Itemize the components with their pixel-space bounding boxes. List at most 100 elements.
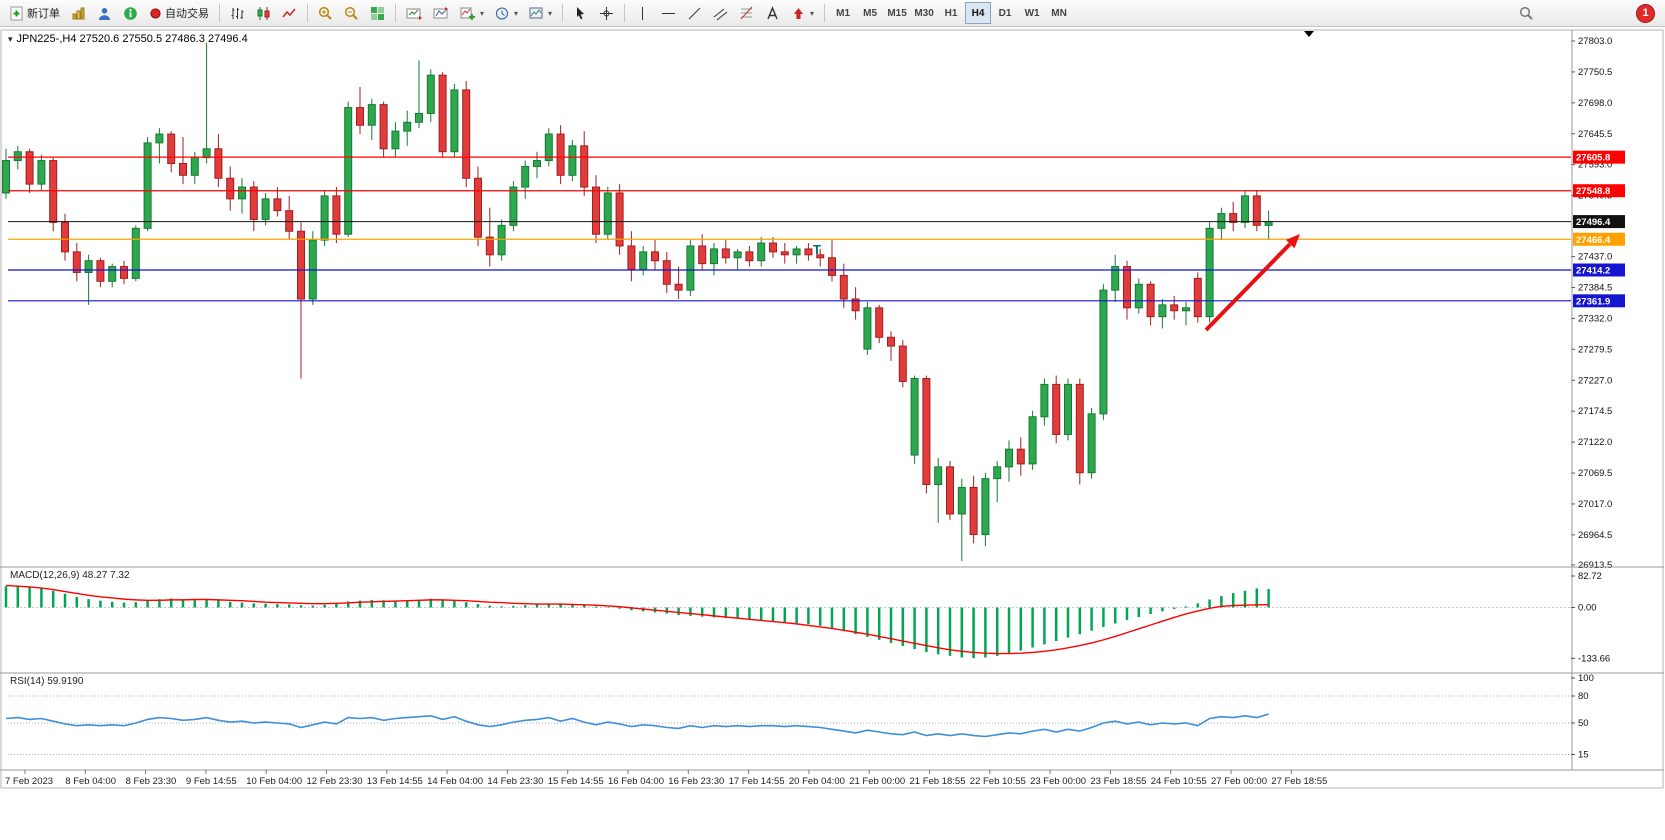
indicators-button[interactable]: ▾ [455, 2, 489, 24]
chart-canvas[interactable]: 27803.027750.527698.027645.527593.027540… [0, 27, 1665, 840]
toolbar-separator [307, 4, 308, 22]
candle-body [627, 245, 636, 271]
ohlc-bars-icon [231, 7, 244, 19]
timeframe-h1-button[interactable]: H1 [938, 2, 964, 24]
time-axis-label: 16 Feb 04:00 [608, 776, 664, 787]
candle-body [344, 107, 353, 235]
cursor-icon [577, 6, 585, 19]
candle-body [462, 89, 471, 179]
candle-body [1052, 383, 1061, 435]
timeframe-m15-button[interactable]: M15 [884, 2, 910, 24]
candle-body [2, 160, 10, 194]
toolbar-separator [824, 4, 826, 22]
timeframe-d1-button[interactable]: D1 [992, 2, 1018, 24]
line-chart-button[interactable] [277, 2, 302, 24]
macd-label: MACD(12,26,9) 48.27 7.32 [10, 570, 130, 581]
timeframe-m1-button[interactable]: M1 [830, 2, 856, 24]
timeframe-h4-button[interactable]: H4 [965, 2, 992, 24]
price-line-flag [1573, 150, 1625, 164]
toolbar-separator [395, 4, 396, 22]
time-axis-label: 8 Feb 04:00 [65, 776, 116, 787]
templates-button[interactable]: ▾ [524, 2, 557, 24]
macd-signal-line [5, 584, 1269, 655]
candle-body [592, 186, 600, 235]
tile-windows-button[interactable] [365, 2, 390, 24]
price-line-flag-text: 27414.2 [1576, 266, 1610, 277]
search-button[interactable] [1514, 2, 1539, 24]
time-axis-label: 23 Feb 00:00 [1030, 776, 1086, 787]
trendline-button[interactable] [682, 2, 707, 24]
candle-body [745, 251, 754, 262]
rsi-line [5, 713, 1269, 738]
candle-body [61, 221, 69, 253]
candle-body [1111, 266, 1120, 291]
macd-axis-tick: 0.00 [1578, 603, 1597, 614]
notification-badge[interactable]: 1 [1636, 3, 1655, 23]
text-tool-icon [767, 5, 778, 19]
timeframe-mn-button[interactable]: MN [1046, 2, 1072, 24]
candle-body [946, 466, 954, 515]
search-icon [1519, 6, 1533, 20]
fibonacci-button[interactable] [734, 2, 759, 24]
symbol-header: ▾ JPN225-,H4 27520.6 27550.5 27486.3 274… [8, 33, 248, 45]
accounts-button[interactable] [92, 2, 117, 24]
price-axis-tick: 27698.0 [1578, 98, 1612, 109]
candle-body [1064, 383, 1072, 435]
trend-arrow-line[interactable] [1204, 242, 1292, 332]
price-axis-tick: 27750.5 [1578, 67, 1612, 78]
line-chart-icon [282, 8, 296, 17]
fibonacci-icon [740, 6, 753, 19]
horizontal-line-button[interactable] [656, 2, 681, 24]
candle-body [580, 145, 589, 188]
candle-body [426, 74, 435, 114]
price-line-flag-text: 27466.4 [1576, 235, 1611, 246]
new-order-button[interactable]: 新订单 [4, 2, 65, 24]
time-axis-label: 22 Feb 10:55 [970, 776, 1026, 787]
time-axis-label: 7 Feb 2023 [5, 776, 53, 787]
market-depth-button[interactable] [66, 2, 91, 24]
price-line-flag [1573, 263, 1625, 277]
price-axis-tick: 27174.5 [1578, 406, 1612, 417]
candle-body [686, 245, 695, 291]
candlestick-chart-button[interactable] [251, 2, 276, 24]
zoom-out-button[interactable] [339, 2, 364, 24]
vertical-line-button[interactable] [630, 2, 655, 24]
candle-body [1134, 283, 1143, 309]
tile-windows-icon [371, 6, 384, 20]
candle-body [769, 242, 777, 253]
zoom-in-button[interactable] [313, 2, 338, 24]
chart-menu-icon[interactable]: ▾ [8, 33, 13, 44]
timeframe-m5-button[interactable]: M5 [857, 2, 883, 24]
new-order-label: 新订单 [27, 8, 60, 20]
chart-shift-button[interactable] [428, 2, 454, 24]
arrows-tool-button[interactable]: ▾ [786, 2, 819, 24]
price-line-flag-text: 27548.8 [1576, 186, 1610, 197]
timeframe-m30-button[interactable]: M30 [911, 2, 937, 24]
price-line-flag [1573, 232, 1625, 246]
scroll-position-marker-icon[interactable] [1304, 31, 1314, 37]
periods-button[interactable]: ▾ [490, 2, 523, 24]
price-line-flag-text: 27361.9 [1576, 296, 1610, 307]
candle-body [1264, 221, 1273, 226]
crosshair-button[interactable] [594, 2, 619, 24]
candle-body [851, 298, 860, 312]
text-annotation[interactable]: T [813, 242, 821, 257]
candle-body [179, 163, 187, 176]
candle-body [226, 177, 235, 200]
candle-body [957, 486, 966, 515]
timeframe-w1-button[interactable]: W1 [1019, 2, 1045, 24]
trend-arrow-head-icon[interactable] [1285, 234, 1300, 249]
auto-trading-button[interactable]: 自动交易 [144, 2, 214, 24]
channel-icon [713, 8, 728, 20]
candle-body [887, 336, 895, 347]
bar-chart-button[interactable] [225, 2, 250, 24]
auto-scroll-button[interactable] [401, 2, 427, 24]
rsi-axis-tick: 15 [1578, 750, 1589, 761]
candle-body [816, 254, 825, 259]
text-tool-button[interactable] [760, 2, 785, 24]
channel-button[interactable] [708, 2, 733, 24]
price-axis-tick: 27645.5 [1578, 129, 1612, 140]
candle-body [320, 195, 329, 241]
info-button[interactable] [118, 2, 143, 24]
cursor-button[interactable] [568, 2, 593, 24]
